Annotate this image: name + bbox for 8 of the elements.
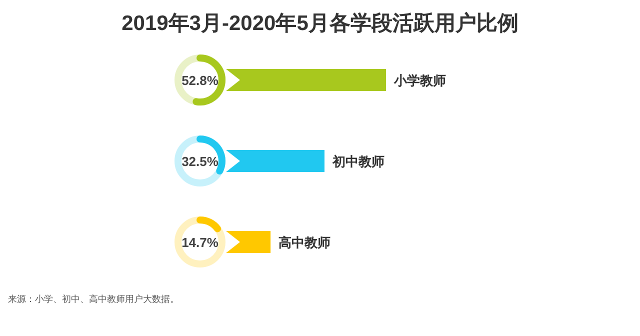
data-label: 52.8% [182,73,219,88]
source-note: 来源：小学、初中、高中教师用户大数据。 [8,294,179,304]
chart-title: 2019年3月-2020年5月各学段活跃用户比例 [122,11,518,35]
y-tick-label: 小学教师 [393,73,446,88]
data-label: 14.7% [182,235,219,250]
y-tick-label: 初中教师 [331,154,384,169]
data-label: 32.5% [182,154,219,169]
y-tick-label: 高中教师 [278,235,331,250]
